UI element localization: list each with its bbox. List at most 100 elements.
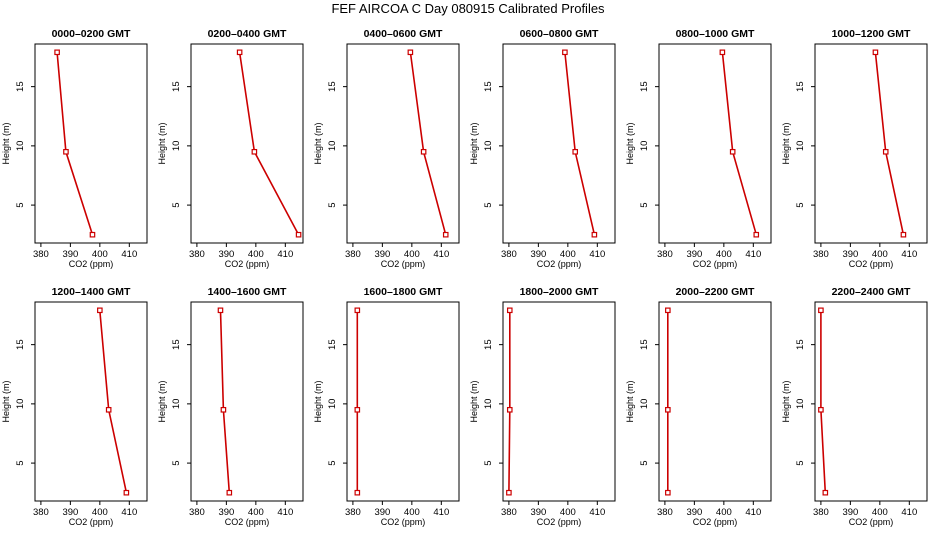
chart-title: 0800–1000 GMT [676, 28, 755, 40]
profile-chart-9: 1800–2000 GMT 380 390 400 410 5 10 15 CO2 (ppm) H… [469, 286, 616, 527]
y-tick-label: 10 [171, 399, 182, 410]
x-tick-label: 410 [589, 507, 605, 518]
x-tick-label: 390 [530, 249, 546, 260]
chart-title: 1200–1400 GMT [52, 286, 131, 298]
x-tick-label: 400 [404, 249, 420, 260]
data-point [882, 148, 889, 155]
x-tick-label: 400 [248, 507, 264, 518]
y-axis-label: Height (m) [1, 380, 11, 422]
x-tick-label: 400 [716, 507, 732, 518]
y-tick-label: 5 [327, 460, 338, 465]
y-tick-label: 5 [795, 202, 806, 207]
data-point [354, 406, 361, 413]
x-tick-label: 400 [560, 249, 576, 260]
data-point [251, 148, 258, 155]
y-axis-label: Height (m) [469, 380, 479, 422]
x-tick-label: 400 [248, 249, 264, 260]
profile-chart-11: 2200–2400 GMT 380 390 400 410 5 10 15 CO2 (ppm) H… [781, 286, 928, 527]
data-point [97, 307, 103, 314]
plot-frame [190, 43, 304, 244]
x-tick-label: 380 [813, 249, 829, 260]
y-tick-label: 10 [795, 141, 806, 152]
x-axis-label: CO2 (ppm) [225, 517, 270, 527]
x-tick-label: 390 [842, 249, 858, 260]
data-point [665, 489, 671, 496]
x-axis-label: CO2 (ppm) [381, 517, 426, 527]
data-point [572, 148, 579, 155]
plot-frame [34, 43, 148, 244]
plot-frame [346, 301, 460, 502]
chart-title: 1600–1800 GMT [364, 286, 443, 298]
y-tick-label: 10 [639, 399, 650, 410]
data-point [900, 231, 907, 238]
y-axis-label: Height (m) [313, 122, 323, 164]
x-tick-label: 410 [121, 507, 137, 518]
profile-line [508, 310, 511, 493]
y-axis-label: Height (m) [313, 380, 323, 422]
page-title: FEF AIRCOA C Day 080915 Calibrated Profi… [331, 1, 605, 16]
data-point [226, 489, 233, 496]
data-point [562, 49, 568, 56]
data-point [506, 489, 512, 496]
data-point [753, 231, 760, 238]
y-tick-label: 10 [483, 141, 494, 152]
data-point [217, 307, 224, 314]
profile-line [238, 52, 300, 236]
x-axis-label: CO2 (ppm) [225, 259, 270, 269]
x-axis-label: CO2 (ppm) [381, 259, 426, 269]
x-tick-label: 390 [842, 507, 858, 518]
x-tick-label: 410 [121, 249, 137, 260]
profile-chart-10: 2000–2200 GMT 380 390 400 410 5 10 15 CO2 (ppm) H… [625, 286, 772, 527]
x-tick-label: 410 [433, 507, 449, 518]
data-point [506, 406, 513, 413]
data-point [729, 148, 736, 155]
data-point [872, 49, 879, 56]
chart-title: 0400–0600 GMT [364, 28, 443, 40]
y-tick-label: 5 [15, 460, 26, 465]
data-point [822, 489, 829, 496]
x-axis-label: CO2 (ppm) [849, 517, 894, 527]
y-tick-label: 5 [483, 202, 494, 207]
profile-chart-8: 1600–1800 GMT 380 390 400 410 5 10 15 CO2 (ppm) H… [313, 286, 460, 527]
y-tick-label: 5 [795, 460, 806, 465]
y-tick-label: 15 [327, 339, 338, 350]
x-tick-label: 380 [33, 249, 49, 260]
x-tick-label: 380 [657, 507, 673, 518]
x-axis-label: CO2 (ppm) [69, 517, 114, 527]
data-point [665, 406, 671, 413]
profile-line [409, 52, 447, 235]
data-point [123, 489, 130, 496]
y-tick-label: 5 [171, 460, 182, 465]
chart-title: 2200–2400 GMT [832, 286, 911, 298]
x-tick-label: 400 [92, 249, 108, 260]
profile-chart-0: 0000–0200 GMT 380 390 400 410 5 10 15 CO2 (ppm) H… [1, 28, 148, 269]
y-tick-label: 10 [795, 399, 806, 410]
y-tick-label: 15 [15, 81, 26, 92]
data-point [54, 49, 60, 56]
y-axis-label: Height (m) [157, 122, 167, 164]
plot-frame [502, 301, 616, 502]
y-tick-label: 15 [15, 339, 26, 350]
x-tick-label: 390 [686, 249, 702, 260]
x-tick-label: 400 [560, 507, 576, 518]
chart-title: 2000–2200 GMT [676, 286, 755, 298]
profile-chart-4: 0800–1000 GMT 380 390 400 410 5 10 15 CO2 (ppm) H… [625, 28, 772, 269]
chart-title: 0600–0800 GMT [520, 28, 599, 40]
y-tick-label: 10 [483, 399, 494, 410]
y-tick-label: 10 [327, 399, 338, 410]
x-tick-label: 400 [872, 249, 888, 260]
profile-chart-7: 1400–1600 GMT 380 390 400 410 5 10 15 CO2 (ppm) H… [157, 286, 304, 527]
profile-line [721, 52, 758, 235]
plot-frame [34, 301, 148, 502]
plot-frame [502, 43, 616, 244]
x-tick-label: 390 [218, 249, 234, 260]
x-axis-label: CO2 (ppm) [693, 517, 738, 527]
profile-chart-2: 0400–0600 GMT 380 390 400 410 5 10 15 CO2 (ppm) H… [313, 28, 460, 269]
y-axis-label: Height (m) [625, 122, 635, 164]
y-tick-label: 15 [171, 339, 182, 350]
y-tick-label: 10 [15, 141, 26, 152]
data-point [354, 307, 361, 314]
y-axis-label: Height (m) [625, 380, 635, 422]
data-point [665, 307, 671, 314]
